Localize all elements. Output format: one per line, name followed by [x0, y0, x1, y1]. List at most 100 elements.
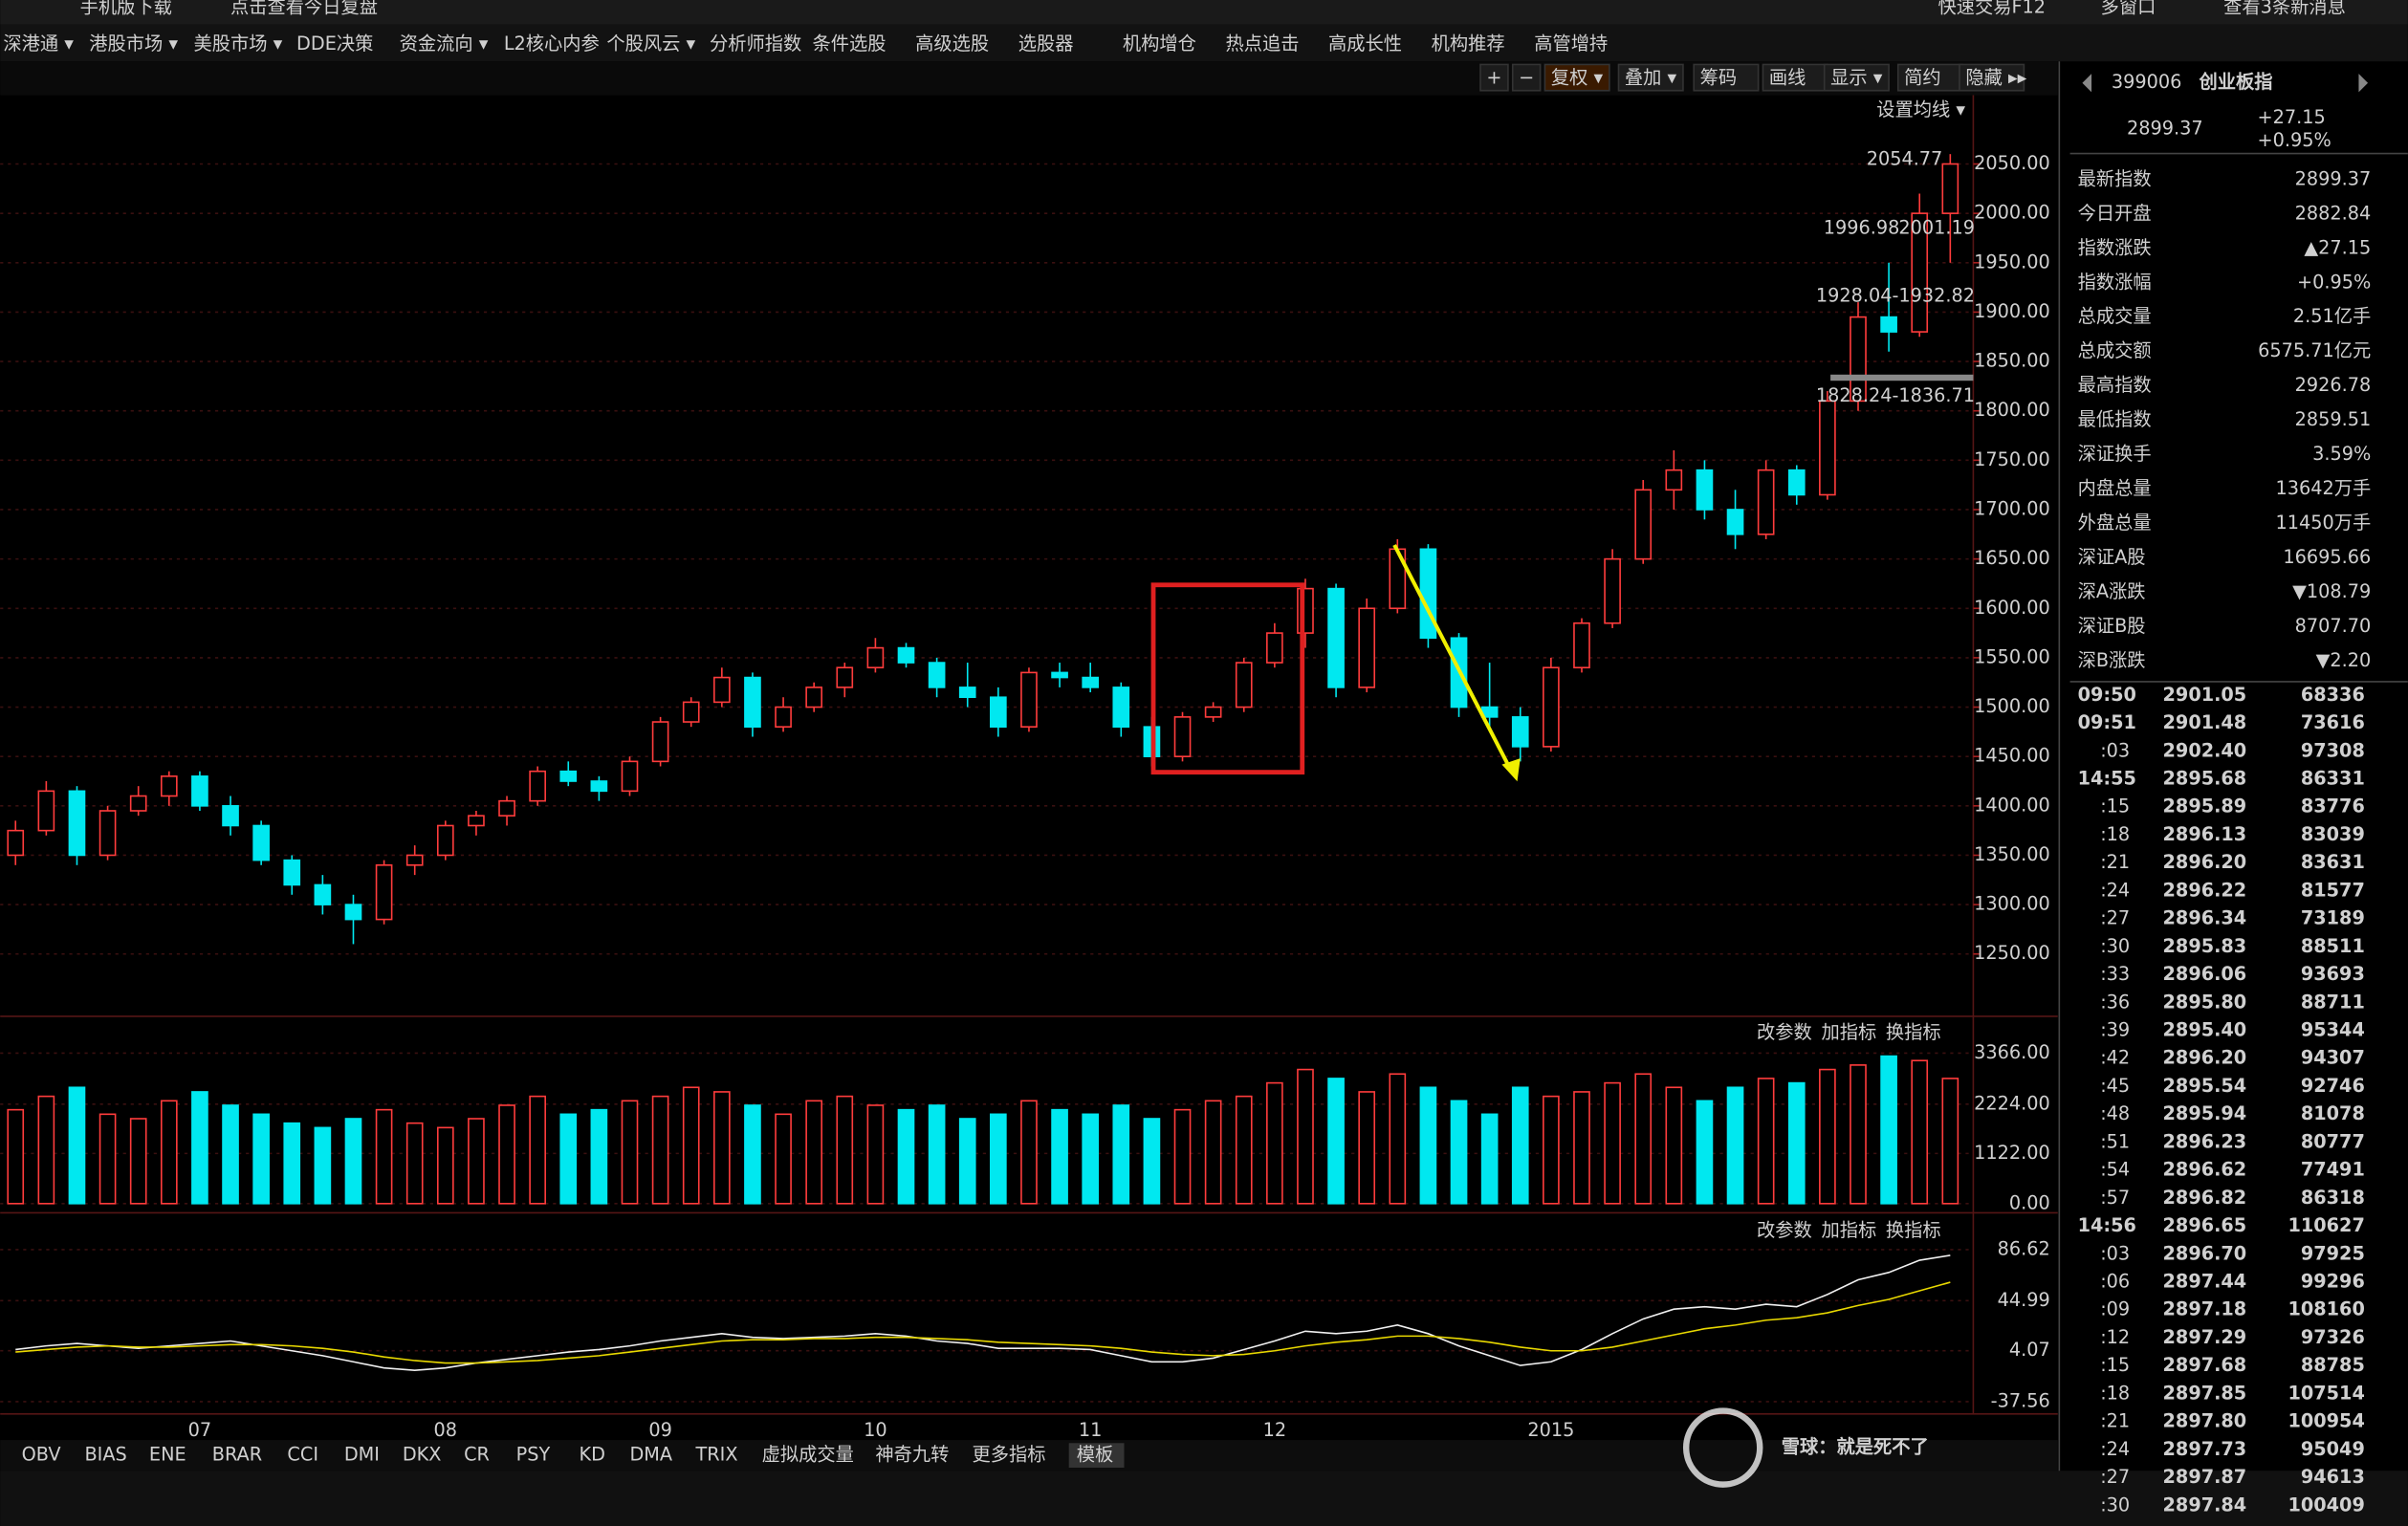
indicator-tab[interactable]: PSY	[516, 1444, 551, 1466]
toolbar-button[interactable]	[1543, 63, 1610, 92]
candle-body	[928, 662, 946, 688]
candle-body	[590, 780, 608, 793]
volume-bar	[928, 1104, 946, 1205]
y-tick-label: 1600.00	[1974, 597, 2050, 619]
nav-arrow[interactable]	[2082, 74, 2092, 93]
top-link[interactable]: 查看3条新消息	[2223, 0, 2346, 18]
top-link[interactable]: 点击查看今日复盘	[230, 0, 378, 18]
top-link[interactable]: 多窗口	[2101, 0, 2156, 18]
ma-setting[interactable]: 设置均线 ▾	[1876, 98, 1965, 120]
candle-body	[375, 863, 393, 921]
tick-price: 2896.06	[2163, 963, 2247, 985]
tick-price: 2895.80	[2163, 991, 2247, 1013]
tick-volume: 83631	[2301, 851, 2365, 873]
stock-name: 创业板指	[2198, 71, 2272, 93]
menu-item[interactable]: 热点追击	[1225, 33, 1299, 54]
tick-time: :24	[2100, 879, 2130, 901]
pane-button[interactable]: 加指标	[1821, 1021, 1876, 1043]
menu-item[interactable]: 资金流向 ▾	[400, 33, 489, 54]
stock-price: 2899.37	[2127, 117, 2203, 139]
toolbar-button[interactable]	[1511, 63, 1542, 92]
indicator-tab[interactable]: 更多指标	[973, 1444, 1046, 1466]
macd-line	[15, 1254, 1951, 1372]
menu-item[interactable]: 选股器	[1018, 33, 1074, 54]
candle-body	[805, 687, 823, 708]
tick-price: 2901.05	[2163, 684, 2247, 706]
indicator-tab[interactable]: DMA	[629, 1444, 672, 1466]
indicator-tab[interactable]: DKX	[403, 1444, 442, 1466]
toolbar-button[interactable]	[1617, 63, 1684, 92]
indicator-tab[interactable]: CR	[464, 1444, 490, 1466]
toolbar-button[interactable]	[1959, 63, 2025, 92]
tick-price: 2897.68	[2163, 1354, 2247, 1376]
indicator-tab[interactable]: 模板	[1077, 1444, 1114, 1466]
volume-bar	[344, 1118, 362, 1205]
indicator-tab[interactable]: TRIX	[695, 1444, 738, 1466]
pane-button[interactable]: 改参数	[1757, 1021, 1812, 1043]
toolbar-button[interactable]	[1479, 63, 1509, 92]
volume-bar	[436, 1126, 454, 1205]
quote-label: 最新指数	[2078, 167, 2152, 189]
volume-bar	[1604, 1081, 1621, 1205]
indicator-tab[interactable]: DMI	[344, 1444, 380, 1466]
indicator-tab[interactable]: BRAR	[212, 1444, 262, 1466]
tick-volume: 95344	[2301, 1019, 2365, 1041]
indicator-tab[interactable]: ENE	[149, 1444, 186, 1466]
toolbar-button[interactable]	[1896, 63, 1963, 92]
candle-body	[1880, 316, 1897, 333]
menu-item[interactable]: 分析师指数	[710, 33, 801, 54]
toolbar-label: 复权 ▾	[1551, 66, 1604, 88]
candle-body	[160, 775, 178, 797]
volume-bar	[897, 1108, 915, 1205]
top-link[interactable]: 快速交易F12	[1937, 0, 2046, 18]
x-tick-label: 12	[1263, 1419, 1287, 1441]
pane-button[interactable]: 改参数	[1757, 1219, 1812, 1241]
toolbar-button[interactable]	[1693, 63, 1760, 92]
candle-body	[222, 805, 239, 827]
volume-bar	[160, 1100, 178, 1205]
indicator-tab[interactable]: OBV	[22, 1444, 62, 1466]
indicator-tab[interactable]: 虚拟成交量	[762, 1444, 854, 1466]
y-tick-label: 1250.00	[1974, 942, 2050, 964]
tick-time: :48	[2100, 1102, 2130, 1124]
tick-price: 2896.34	[2163, 907, 2247, 929]
tick-volume: 81577	[2301, 879, 2365, 901]
menu-item[interactable]: DDE决策	[296, 33, 373, 54]
menu-item[interactable]: 高成长性	[1328, 33, 1402, 54]
toolbar-button[interactable]	[1823, 63, 1890, 92]
x-tick-label: 07	[188, 1419, 212, 1441]
pane-button[interactable]: 换指标	[1886, 1219, 1941, 1241]
toolbar-label: −	[1519, 66, 1534, 88]
volume-bar	[836, 1095, 854, 1205]
nav-arrow[interactable]	[2358, 74, 2369, 93]
menu-item[interactable]: 港股市场 ▾	[89, 33, 178, 54]
tick-volume: 86331	[2301, 768, 2365, 790]
menu-item[interactable]: 高级选股	[915, 33, 989, 54]
menu-item[interactable]: 美股市场 ▾	[193, 33, 282, 54]
candle-body	[1020, 671, 1038, 729]
menu-item[interactable]: 深港通 ▾	[3, 33, 74, 54]
tick-time: :03	[2100, 739, 2130, 761]
indicator-tab[interactable]: 神奇九转	[875, 1444, 949, 1466]
highlight-box	[1150, 582, 1305, 775]
volume-bar	[1327, 1078, 1345, 1205]
quote-value: 6575.71亿元	[2258, 339, 2371, 361]
indicator-tab[interactable]: BIAS	[84, 1444, 126, 1466]
tick-volume: 88711	[2301, 991, 2365, 1013]
volume-bar	[468, 1118, 485, 1205]
quote-value: 2859.51	[2295, 408, 2372, 430]
indicator-tab[interactable]: KD	[580, 1444, 605, 1466]
indicator-tab[interactable]: CCI	[287, 1444, 318, 1466]
menu-item[interactable]: 机构推荐	[1432, 33, 1505, 54]
volume-bar	[222, 1104, 239, 1205]
arrow-head	[1501, 758, 1521, 782]
menu-item[interactable]: 高管增持	[1534, 33, 1608, 54]
menu-item[interactable]: 机构增仓	[1123, 33, 1196, 54]
top-link[interactable]: 手机版下载	[80, 0, 172, 18]
pane-button[interactable]: 加指标	[1821, 1219, 1876, 1241]
pane-button[interactable]: 换指标	[1886, 1021, 1941, 1043]
menu-item[interactable]: 个股风云 ▾	[606, 33, 695, 54]
menu-item[interactable]: L2核心内参	[504, 33, 600, 54]
volume-bar	[1819, 1068, 1836, 1205]
menu-item[interactable]: 条件选股	[813, 33, 887, 54]
